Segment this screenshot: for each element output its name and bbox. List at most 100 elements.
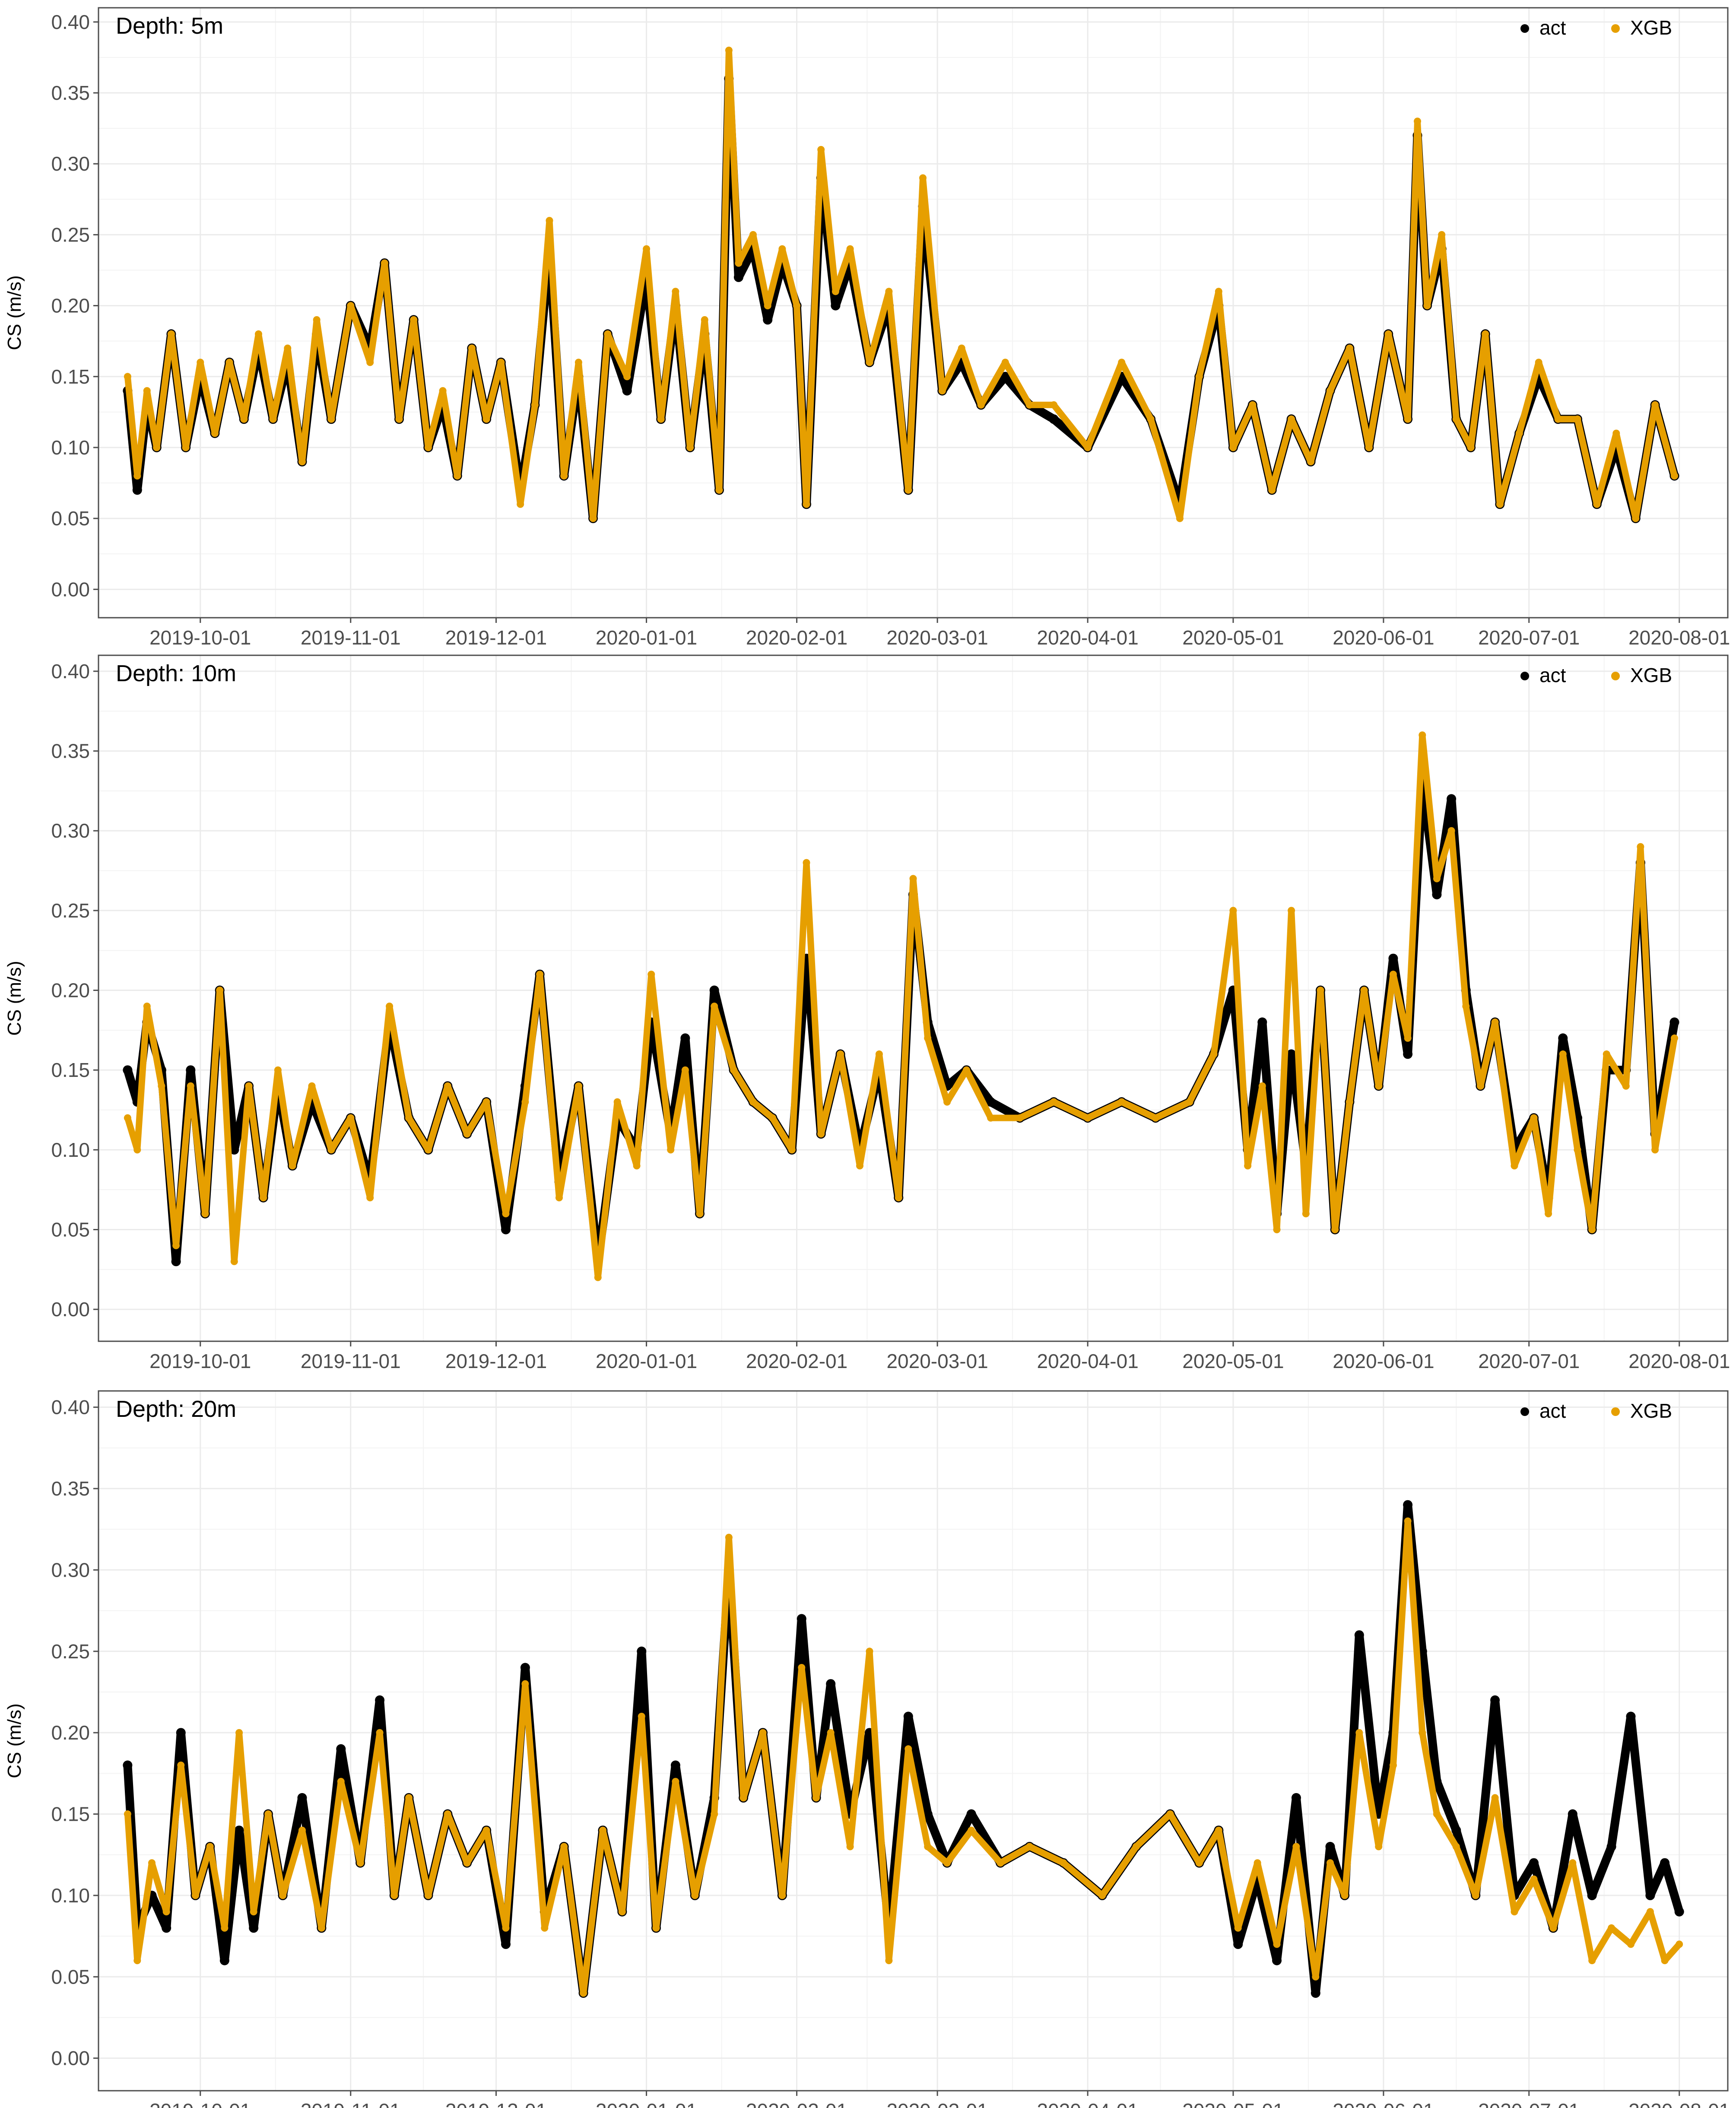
- data-point-XGB: [1671, 472, 1678, 480]
- series-act: [123, 1500, 1684, 1998]
- data-point-XGB: [1273, 1226, 1281, 1233]
- data-point-act: [1558, 1033, 1568, 1043]
- data-point-act: [1291, 1793, 1301, 1803]
- y-tick-label: 0.40: [51, 1396, 90, 1419]
- data-point-XGB: [133, 472, 141, 480]
- data-point-XGB: [1574, 1146, 1581, 1154]
- data-point-XGB: [909, 875, 917, 883]
- data-point-XGB: [264, 1810, 272, 1818]
- data-point-XGB: [574, 359, 582, 366]
- data-point-XGB: [1346, 1098, 1353, 1106]
- data-point-XGB: [895, 1194, 902, 1202]
- data-point-act: [520, 1663, 530, 1673]
- legend-label-XGB: XGB: [1630, 1400, 1672, 1422]
- x-tick-label: 2019-10-01: [149, 2099, 251, 2108]
- data-point-XGB: [817, 146, 825, 153]
- y-tick-label: 0.30: [51, 1559, 90, 1581]
- data-point-XGB: [749, 1098, 757, 1106]
- data-point-XGB: [424, 1146, 432, 1154]
- data-point-XGB: [124, 1810, 131, 1818]
- data-point-XGB: [1365, 444, 1373, 451]
- data-point-act: [1257, 1017, 1267, 1027]
- data-point-XGB: [221, 1924, 229, 1932]
- data-point-XGB: [1346, 344, 1353, 352]
- data-point-XGB: [589, 514, 597, 522]
- data-point-XGB: [832, 288, 839, 295]
- x-tick-label: 2019-10-01: [149, 1350, 251, 1372]
- series-line-XGB: [124, 732, 1678, 1281]
- series-XGB: [124, 1517, 1683, 1997]
- data-point-act: [297, 1793, 307, 1803]
- data-point-XGB: [919, 174, 927, 182]
- data-point-act: [1490, 1695, 1500, 1705]
- data-point-XGB: [327, 415, 335, 423]
- legend-swatch-act: [1520, 1407, 1529, 1416]
- data-point-XGB: [725, 1533, 733, 1541]
- data-point-XGB: [381, 259, 388, 267]
- x-tick-label: 2020-05-01: [1182, 2099, 1284, 2108]
- data-point-XGB: [1234, 1924, 1242, 1932]
- data-point-XGB: [1574, 415, 1581, 423]
- x-tick-label: 2019-11-01: [301, 1350, 401, 1372]
- data-point-XGB: [1433, 1810, 1441, 1818]
- data-point-act: [229, 1145, 239, 1155]
- data-point-XGB: [1341, 1892, 1349, 1899]
- series-XGB: [124, 731, 1678, 1281]
- data-point-act: [763, 315, 773, 325]
- data-point-act: [1432, 890, 1442, 899]
- data-point-XGB: [424, 1892, 432, 1899]
- data-point-act: [1587, 1890, 1597, 1900]
- data-point-XGB: [366, 1194, 374, 1202]
- data-point-act: [234, 1825, 244, 1835]
- x-tick-label: 2020-03-01: [886, 2099, 988, 2108]
- data-point-XGB: [1627, 1940, 1634, 1948]
- data-point-XGB: [1355, 1729, 1363, 1737]
- data-point-XGB: [1477, 1082, 1484, 1090]
- y-tick-label: 0.25: [51, 899, 90, 922]
- data-point-XGB: [1050, 1098, 1058, 1106]
- data-point-XGB: [866, 1648, 873, 1655]
- y-tick-label: 0.15: [51, 1059, 90, 1081]
- data-point-XGB: [298, 458, 306, 466]
- data-point-XGB: [1215, 1826, 1222, 1834]
- data-point-act: [132, 485, 142, 495]
- data-point-XGB: [652, 1924, 660, 1932]
- data-point-XGB: [1307, 458, 1314, 466]
- data-point-XGB: [1152, 1114, 1159, 1122]
- data-point-XGB: [347, 302, 355, 310]
- data-point-XGB: [405, 1114, 413, 1122]
- y-tick-label: 0.05: [51, 507, 90, 530]
- data-point-act: [733, 272, 743, 282]
- data-point-XGB: [701, 316, 708, 324]
- legend-swatch-XGB: [1611, 1407, 1620, 1416]
- legend-swatch-act: [1520, 24, 1529, 33]
- data-point-act: [923, 1809, 933, 1819]
- data-point-XGB: [541, 1924, 549, 1932]
- data-point-XGB: [240, 415, 248, 423]
- data-point-XGB: [153, 444, 161, 451]
- data-point-XGB: [1147, 415, 1155, 423]
- data-point-XGB: [1288, 907, 1295, 914]
- data-point-XGB: [468, 344, 476, 352]
- plot-frame: [98, 654, 1729, 1342]
- data-point-XGB: [711, 1810, 718, 1818]
- data-point-act: [1354, 1630, 1364, 1640]
- data-point-XGB: [502, 1210, 510, 1218]
- data-point-XGB: [245, 1082, 253, 1090]
- data-point-XGB: [1554, 415, 1562, 423]
- data-point-act: [1049, 414, 1059, 424]
- data-point-XGB: [837, 1050, 844, 1058]
- legend-label-act: act: [1539, 664, 1566, 686]
- data-point-XGB: [1511, 1908, 1518, 1916]
- y-tick-label: 0.00: [51, 2047, 90, 2070]
- data-point-act: [826, 1679, 836, 1689]
- y-tick-label: 0.15: [51, 365, 90, 388]
- data-point-XGB: [977, 401, 985, 409]
- panel-title: Depth: 20m: [116, 1396, 236, 1422]
- y-tick-label: 0.05: [51, 1218, 90, 1241]
- y-tick-label: 0.20: [51, 979, 90, 1002]
- y-axis-label: CS (m/s): [4, 1703, 25, 1778]
- data-point-XGB: [197, 359, 204, 366]
- data-point-XGB: [1249, 401, 1257, 409]
- data-point-XGB: [463, 1859, 471, 1867]
